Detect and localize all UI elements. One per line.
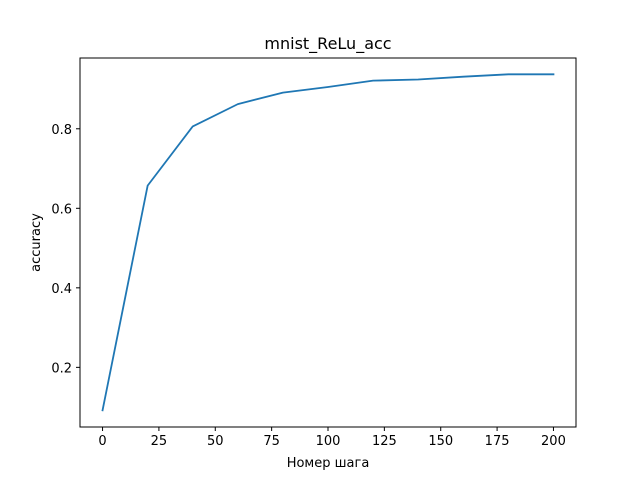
x-tick-label: 0 bbox=[98, 434, 106, 449]
y-axis-label: accuracy bbox=[29, 213, 44, 272]
x-tick-label: 50 bbox=[207, 434, 224, 449]
series-line-0 bbox=[101, 73, 555, 412]
x-axis-label: Номер шага bbox=[287, 456, 370, 471]
y-tick-label: 0.6 bbox=[51, 202, 72, 217]
chart-title: mnist_ReLu_acc bbox=[264, 34, 391, 54]
y-tick-label: 0.4 bbox=[51, 282, 72, 297]
x-tick-label: 200 bbox=[541, 434, 566, 449]
y-tick-label: 0.2 bbox=[51, 361, 72, 376]
x-tick-label: 100 bbox=[316, 434, 341, 449]
x-tick-label: 25 bbox=[151, 434, 168, 449]
x-tick-label: 175 bbox=[485, 434, 510, 449]
y-tick-label: 0.8 bbox=[51, 123, 72, 138]
x-tick-label: 75 bbox=[263, 434, 280, 449]
x-axis: 0 25 50 75 100 125 150 175 200 bbox=[98, 427, 566, 449]
x-tick-label: 125 bbox=[372, 434, 397, 449]
y-axis: 0.2 0.4 0.6 0.8 bbox=[51, 123, 80, 376]
x-tick-label: 150 bbox=[428, 434, 453, 449]
